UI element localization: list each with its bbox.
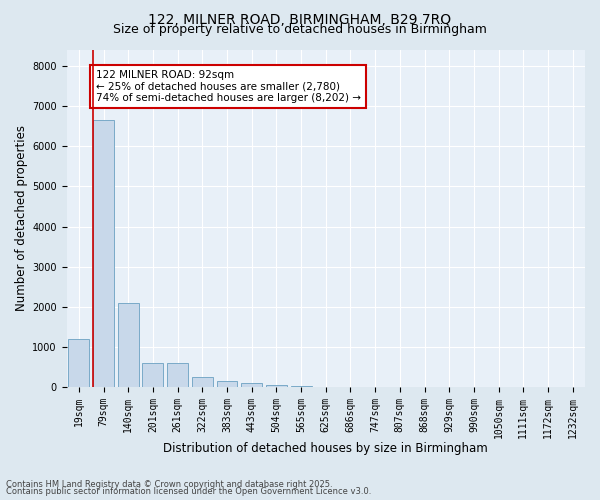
- Bar: [266, 385, 287, 387]
- Bar: [290, 386, 311, 387]
- Bar: [142, 362, 163, 387]
- Bar: [68, 339, 89, 387]
- Text: 122 MILNER ROAD: 92sqm
← 25% of detached houses are smaller (2,780)
74% of semi-: 122 MILNER ROAD: 92sqm ← 25% of detached…: [95, 70, 361, 103]
- Bar: [93, 120, 114, 387]
- Bar: [167, 364, 188, 387]
- X-axis label: Distribution of detached houses by size in Birmingham: Distribution of detached houses by size …: [163, 442, 488, 455]
- Bar: [118, 302, 139, 387]
- Bar: [241, 383, 262, 387]
- Text: Size of property relative to detached houses in Birmingham: Size of property relative to detached ho…: [113, 22, 487, 36]
- Text: Contains HM Land Registry data © Crown copyright and database right 2025.: Contains HM Land Registry data © Crown c…: [6, 480, 332, 489]
- Y-axis label: Number of detached properties: Number of detached properties: [15, 126, 28, 312]
- Text: Contains public sector information licensed under the Open Government Licence v3: Contains public sector information licen…: [6, 487, 371, 496]
- Text: 122, MILNER ROAD, BIRMINGHAM, B29 7RQ: 122, MILNER ROAD, BIRMINGHAM, B29 7RQ: [148, 12, 452, 26]
- Bar: [192, 377, 213, 387]
- Bar: [217, 381, 238, 387]
